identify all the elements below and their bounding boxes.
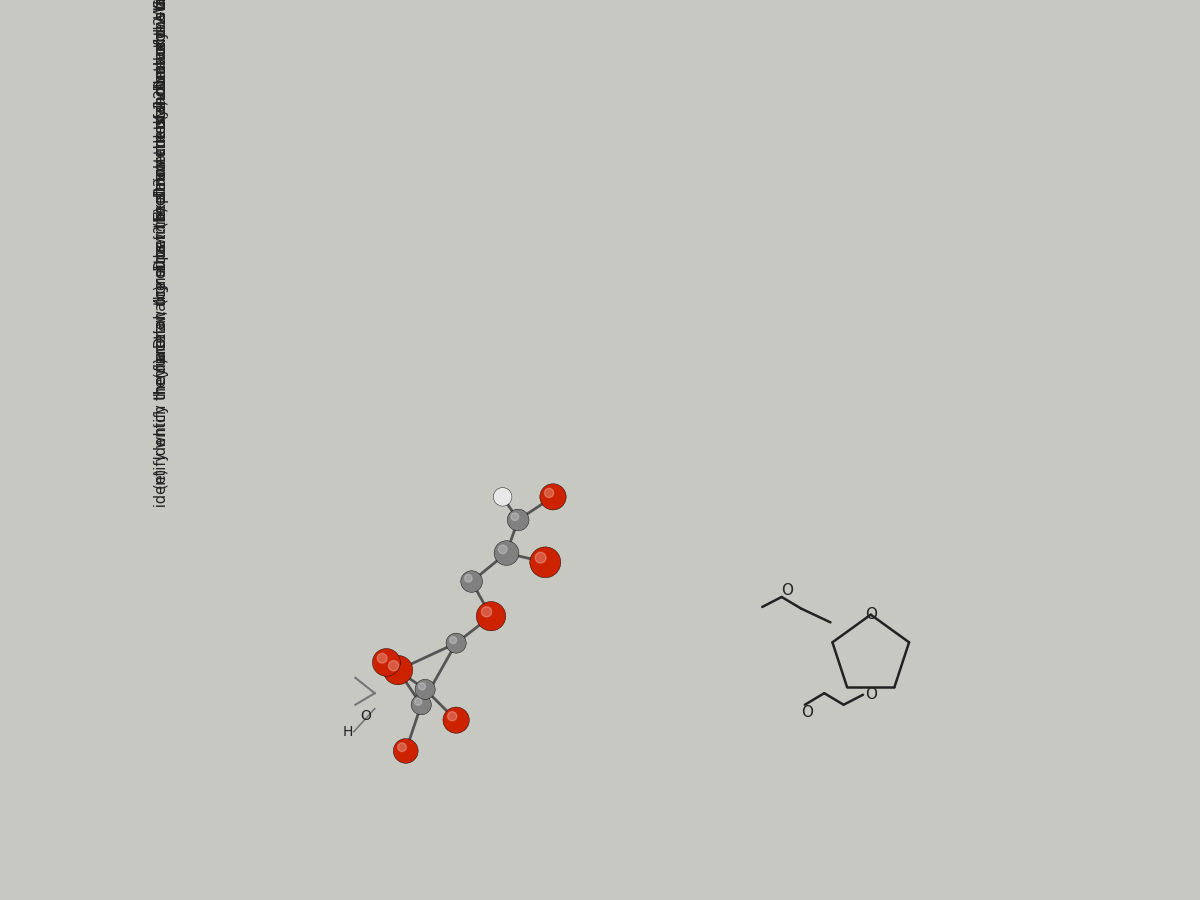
Text: identify which they are.: identify which they are. — [155, 335, 169, 536]
Text: H: H — [342, 724, 353, 739]
Circle shape — [446, 633, 467, 653]
Text: (c)   Draw the structure of 2-methoxy-2-butanol. What compounds could you prepar: (c) Draw the structure of 2-methoxy-2-bu… — [155, 0, 169, 304]
Text: O: O — [865, 608, 877, 622]
Circle shape — [535, 553, 546, 563]
Text: O: O — [360, 709, 371, 724]
Text: O: O — [781, 583, 793, 599]
Circle shape — [377, 653, 388, 663]
Circle shape — [508, 509, 529, 531]
Text: (d)  Draw the structure of 3-methoxyl-2-butanol. What functional groups are pres: (d) Draw the structure of 3-methoxyl-2-b… — [155, 0, 169, 377]
Circle shape — [540, 484, 566, 510]
Circle shape — [493, 488, 512, 506]
Circle shape — [383, 655, 413, 685]
Text: O: O — [865, 688, 877, 702]
Text: (a)  Draw the structure of the hemiacetal formed from one mole of benzaldehyde a: (a) Draw the structure of the hemiacetal… — [155, 0, 169, 120]
Circle shape — [545, 489, 553, 498]
Circle shape — [476, 601, 505, 631]
Text: (e)  Identify the functional groups in the molecules shown below. Circle any ace: (e) Identify the functional groups in th… — [155, 0, 169, 490]
Text: hemiacetal, or neither? Explain.: hemiacetal, or neither? Explain. — [155, 162, 169, 424]
Circle shape — [397, 742, 407, 752]
Text: (b)  Draw the structure of the acetal formed from one mole of benzaldehyde and t: (b) Draw the structure of the acetal for… — [155, 0, 169, 228]
Circle shape — [464, 574, 472, 582]
Circle shape — [511, 513, 518, 520]
Text: ethanol.: ethanol. — [155, 77, 169, 166]
Circle shape — [412, 695, 431, 715]
Circle shape — [415, 698, 421, 706]
Circle shape — [394, 739, 418, 763]
Circle shape — [481, 607, 492, 616]
Text: O: O — [802, 705, 814, 720]
Circle shape — [443, 707, 469, 733]
Circle shape — [461, 571, 482, 592]
Circle shape — [450, 636, 457, 644]
Circle shape — [389, 661, 398, 670]
Circle shape — [448, 712, 457, 721]
Circle shape — [415, 680, 436, 699]
Circle shape — [419, 683, 426, 690]
Circle shape — [494, 541, 518, 565]
Circle shape — [529, 547, 560, 578]
Circle shape — [372, 649, 401, 676]
Circle shape — [498, 545, 508, 554]
